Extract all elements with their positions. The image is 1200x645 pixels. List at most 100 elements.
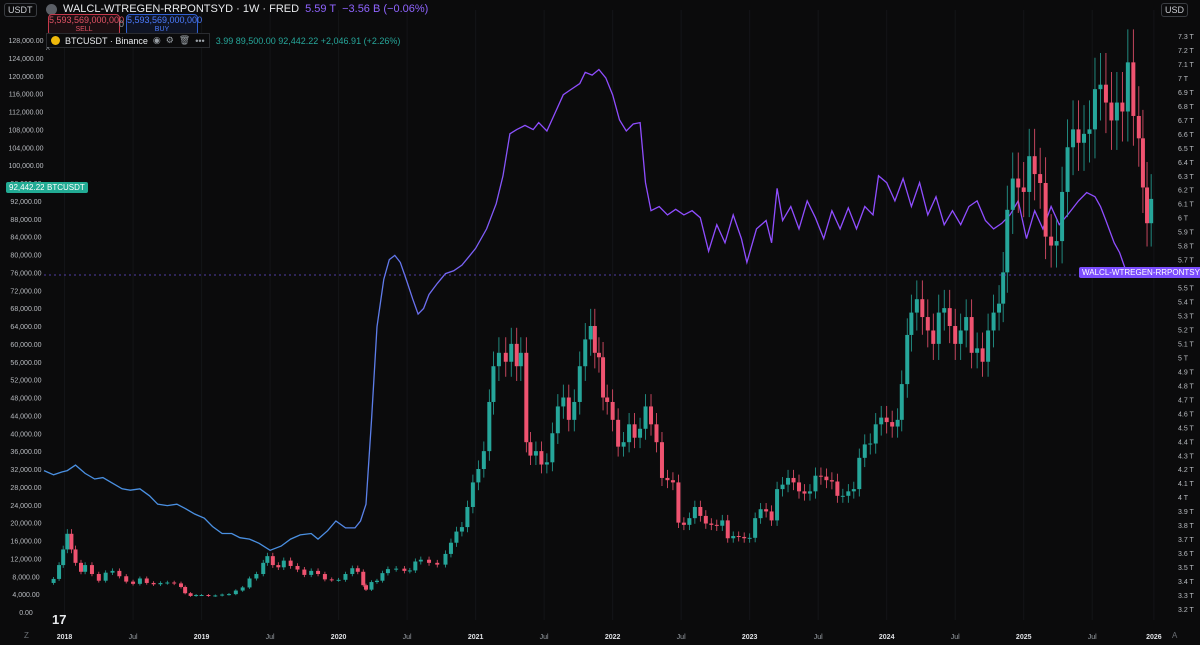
btc-candle (909, 312, 914, 335)
delete-icon[interactable]: 🗑 (178, 35, 191, 45)
eye-icon[interactable]: ◉ (152, 35, 161, 45)
right-tick-label: 5.7 T (1178, 258, 1195, 265)
btc-candle (899, 384, 904, 420)
btc-candle (380, 573, 385, 581)
left-axis-unit[interactable]: USDT (4, 3, 37, 17)
btc-candle (1098, 84, 1103, 90)
btc-candle (481, 451, 486, 469)
more-icon[interactable]: ••• (195, 35, 205, 46)
left-tick-label: 0.00 (19, 610, 33, 617)
left-tick-label: 20,000.00 (10, 521, 41, 528)
settings-icon[interactable]: ⚙ (165, 35, 174, 45)
btc-candle (813, 475, 818, 492)
btc-candle (336, 579, 341, 581)
btc-candle (427, 559, 432, 563)
btc-candle (975, 348, 980, 353)
tradingview-logo[interactable]: 17 (52, 612, 67, 627)
right-tick-label: 4.5 T (1178, 425, 1195, 432)
x-tick-label: Jul (814, 634, 823, 641)
btc-candle (936, 312, 941, 344)
btc-candle (884, 417, 889, 423)
btc-candle (418, 559, 423, 562)
btc-candle (1032, 156, 1037, 175)
btc-candle (986, 330, 991, 362)
btc-candle (969, 317, 974, 353)
btc-candle (1076, 129, 1081, 143)
btc-candle (103, 572, 108, 581)
right-axis-unit[interactable]: USD (1161, 3, 1189, 17)
btc-candle (731, 536, 736, 539)
right-tick-label: 6.2 T (1178, 188, 1195, 195)
right-tick-label: 6.3 T (1178, 174, 1195, 181)
btc-legend-box[interactable]: BTCUSDT · Binance ◉ ⚙ 🗑 ••• (46, 33, 210, 48)
btc-candle (188, 593, 193, 596)
btc-candle (110, 570, 115, 573)
btc-candle (621, 442, 626, 447)
btc-candle (83, 565, 88, 572)
btc-candle (601, 357, 606, 398)
left-tick-label: 40,000.00 (10, 431, 41, 438)
btc-candle (687, 518, 692, 525)
left-tick-label: 8,000.00 (12, 574, 39, 581)
btc-candle (1092, 89, 1097, 130)
right-tick-label: 7.3 T (1178, 34, 1195, 41)
btc-candle (991, 312, 996, 331)
btc-candle (764, 509, 769, 512)
btc-candle (322, 574, 327, 580)
btc-candle (747, 537, 752, 539)
btc-candle (355, 568, 360, 572)
zoom-toggle[interactable]: Z (24, 631, 29, 640)
btc-candle (824, 476, 829, 481)
right-tick-label: 4.2 T (1178, 467, 1195, 474)
btc-candle (649, 406, 654, 425)
btc-candle (295, 565, 300, 570)
btc-candle (775, 489, 780, 521)
btc-candle (435, 562, 440, 565)
right-tick-label: 4.7 T (1178, 397, 1195, 404)
btc-price-tag: 92,442.22 (6, 182, 48, 193)
btc-candle (89, 565, 94, 575)
right-tick-label: 6.5 T (1178, 146, 1195, 153)
btc-candle (73, 549, 78, 563)
left-tick-label: 72,000.00 (10, 288, 41, 295)
btc-candle (539, 451, 544, 465)
btc-candle (873, 424, 878, 444)
btc-candle (596, 352, 601, 358)
x-tick-label: 2026 (1146, 634, 1162, 641)
btc-candle (533, 451, 538, 456)
btc-candle (194, 595, 199, 597)
auto-scale-toggle[interactable]: A (1172, 631, 1178, 640)
buy-value: 5,593,569,000,000 (127, 15, 203, 25)
btc-candle (158, 582, 163, 585)
btc-candle (796, 482, 801, 492)
btc-candle (350, 568, 355, 575)
btc-candle (583, 339, 588, 367)
btc-candle (413, 561, 418, 571)
btc-candle (544, 462, 549, 465)
left-tick-label: 84,000.00 (10, 235, 41, 242)
btc-candle (807, 491, 812, 494)
collapse-legend-icon[interactable]: ^ (46, 46, 50, 55)
left-tick-label: 64,000.00 (10, 324, 41, 331)
right-tick-label: 4 T (1178, 495, 1189, 502)
main-legend: WALCL-WTREGEN-RRPONTSYD · 1W · FRED 5.59… (46, 3, 428, 15)
x-tick-label: 2024 (879, 634, 895, 641)
btc-candle (491, 366, 496, 402)
btc-candle (561, 397, 566, 407)
x-tick-label: Jul (266, 634, 275, 641)
btc-candle (676, 482, 681, 523)
btc-candle (1071, 129, 1076, 148)
btc-candle (1120, 102, 1125, 112)
btc-candle (1038, 174, 1043, 183)
x-tick-label: 2018 (57, 634, 73, 641)
left-tick-label: 32,000.00 (10, 467, 41, 474)
series-title[interactable]: WALCL-WTREGEN-RRPONTSYD · 1W · FRED (63, 3, 300, 15)
btc-candle (1005, 209, 1010, 273)
btc-candle (703, 515, 708, 524)
btc-candle (518, 352, 523, 367)
btc-candle (69, 533, 74, 550)
btc-candle (117, 570, 122, 577)
btc-candle (454, 531, 459, 543)
btc-candle (1043, 183, 1048, 237)
